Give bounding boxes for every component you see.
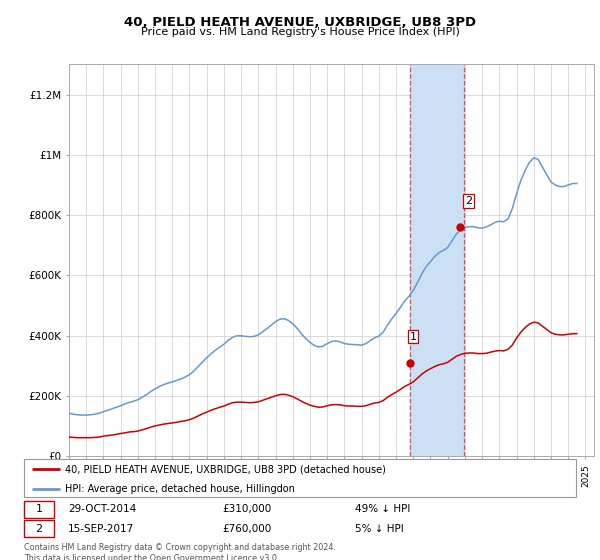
Text: 5% ↓ HPI: 5% ↓ HPI [355, 524, 404, 534]
Text: £310,000: £310,000 [223, 505, 272, 514]
Bar [24, 520, 55, 537]
Text: HPI: Average price, detached house, Hillingdon: HPI: Average price, detached house, Hill… [65, 484, 295, 494]
Text: £760,000: £760,000 [223, 524, 272, 534]
Text: 1: 1 [35, 505, 43, 514]
Text: 1: 1 [409, 332, 416, 342]
Text: 49% ↓ HPI: 49% ↓ HPI [355, 505, 410, 514]
Text: Contains HM Land Registry data © Crown copyright and database right 2024.
This d: Contains HM Land Registry data © Crown c… [24, 543, 336, 560]
Point [455, 223, 465, 232]
Text: 40, PIELD HEATH AVENUE, UXBRIDGE, UB8 3PD: 40, PIELD HEATH AVENUE, UXBRIDGE, UB8 3P… [124, 16, 476, 29]
Text: 2: 2 [35, 524, 43, 534]
Text: Price paid vs. HM Land Registry's House Price Index (HPI): Price paid vs. HM Land Registry's House … [140, 27, 460, 37]
Text: 15-SEP-2017: 15-SEP-2017 [68, 524, 134, 534]
Text: 29-OCT-2014: 29-OCT-2014 [68, 505, 136, 514]
Bar [410, 64, 464, 456]
Text: 40, PIELD HEATH AVENUE, UXBRIDGE, UB8 3PD (detached house): 40, PIELD HEATH AVENUE, UXBRIDGE, UB8 3P… [65, 464, 386, 474]
Text: 2: 2 [465, 196, 472, 206]
Bar [24, 501, 55, 518]
Point [406, 358, 415, 367]
